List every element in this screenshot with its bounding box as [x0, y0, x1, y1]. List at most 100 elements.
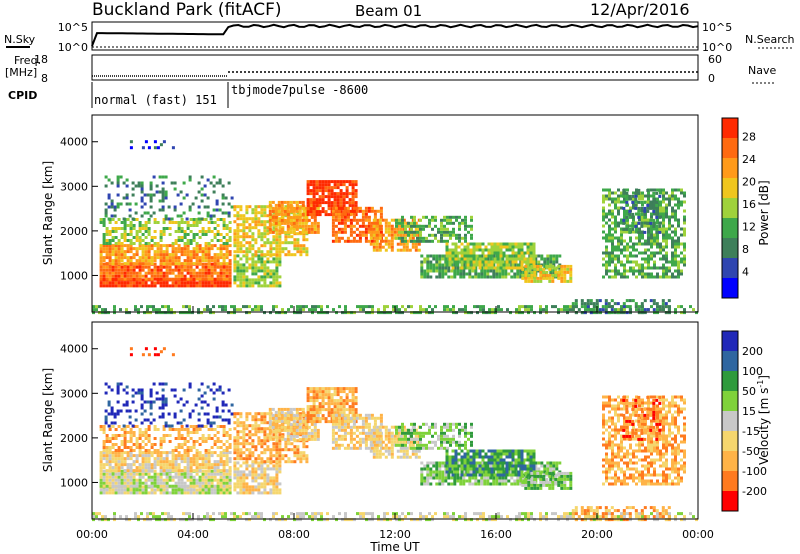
power-cell [132, 247, 136, 251]
power-cell [182, 311, 185, 315]
velocity-cell [144, 431, 148, 434]
power-cell [348, 180, 352, 184]
velocity-cell [198, 457, 202, 461]
power-cell [174, 268, 178, 272]
power-cell [212, 184, 216, 188]
velocity-cell [149, 391, 153, 395]
velocity-cell [135, 454, 139, 458]
power-cell [674, 233, 677, 237]
power-cell [671, 236, 674, 240]
power-cell [198, 221, 202, 224]
velocity-cell [263, 476, 267, 480]
power-cell [257, 305, 260, 309]
power-cell [180, 218, 184, 221]
power-cell [269, 272, 273, 276]
power-cell [558, 266, 562, 270]
velocity-cell [180, 469, 184, 473]
velocity-cell [239, 491, 243, 495]
velocity-cell [266, 479, 270, 483]
power-cell [680, 200, 683, 204]
power-cell [114, 250, 118, 254]
velocity-cell [162, 491, 166, 495]
power-cell [168, 262, 172, 266]
power-cell [445, 242, 449, 246]
power-cell [120, 250, 124, 254]
power-cell [165, 268, 169, 272]
power-cell [102, 281, 106, 285]
power-cell [336, 186, 340, 190]
power-cell [393, 227, 397, 231]
power-cell [644, 218, 647, 222]
power-cell [283, 221, 287, 225]
power-cell [302, 238, 306, 242]
power-cell [638, 239, 641, 243]
power-cell [236, 269, 240, 273]
power-cell [153, 281, 157, 285]
power-cell [233, 235, 237, 239]
power-cell [233, 281, 237, 285]
power-cell [254, 220, 258, 224]
velocity-cell [141, 440, 145, 443]
power-cell [674, 212, 677, 216]
power-cell [349, 224, 353, 228]
power-cell [478, 242, 482, 246]
power-cell [496, 260, 500, 264]
velocity-cell [144, 437, 148, 440]
power-cell [647, 191, 650, 195]
power-cell [198, 259, 202, 263]
velocity-cell [165, 481, 169, 485]
power-cell [280, 230, 284, 234]
power-cell [665, 245, 668, 249]
power-cell [502, 251, 506, 255]
power-cell [555, 257, 559, 261]
power-cell [349, 233, 353, 237]
power-cell [298, 206, 302, 210]
power-cell [221, 184, 225, 188]
power-cell [268, 218, 272, 222]
velocity-cell [171, 469, 175, 473]
power-cell [620, 242, 623, 246]
power-cell [620, 236, 623, 240]
power-cell [251, 232, 255, 236]
power-cell [348, 183, 352, 187]
velocity-cell [165, 488, 169, 492]
power-cell [233, 278, 237, 282]
power-cell [375, 224, 379, 228]
power-cell [191, 311, 194, 315]
power-cell [182, 196, 186, 200]
power-cell [478, 263, 482, 267]
power-cell [665, 266, 668, 270]
velocity-cell [114, 451, 118, 455]
velocity-cell [228, 451, 232, 455]
power-cell [149, 205, 153, 209]
power-cell [664, 311, 668, 315]
power-cell [396, 233, 400, 237]
power-cell [372, 218, 376, 222]
power-cell [125, 308, 128, 312]
power-cell [527, 311, 530, 315]
power-cell [266, 238, 270, 242]
power-cell [529, 245, 533, 249]
velocity-cell [126, 446, 130, 449]
power-cell [242, 278, 246, 282]
power-cell [275, 269, 279, 273]
power-cell [532, 257, 536, 261]
power-cell [272, 260, 276, 264]
power-cell [626, 275, 629, 279]
power-cell [480, 272, 484, 276]
velocity-cell [254, 479, 258, 483]
power-cell [219, 277, 223, 281]
velocity-cell [117, 469, 121, 473]
power-cell [119, 202, 123, 206]
power-cell [188, 208, 192, 212]
velocity-cell [174, 475, 178, 479]
power-cell [126, 274, 130, 278]
power-cell [210, 271, 214, 275]
power-cell [138, 247, 142, 251]
power-cell [668, 221, 671, 225]
velocity-cell [207, 484, 211, 488]
velocity-cell [221, 400, 225, 404]
power-cell [292, 230, 296, 234]
power-cell [677, 254, 680, 258]
power-cell [159, 268, 163, 272]
